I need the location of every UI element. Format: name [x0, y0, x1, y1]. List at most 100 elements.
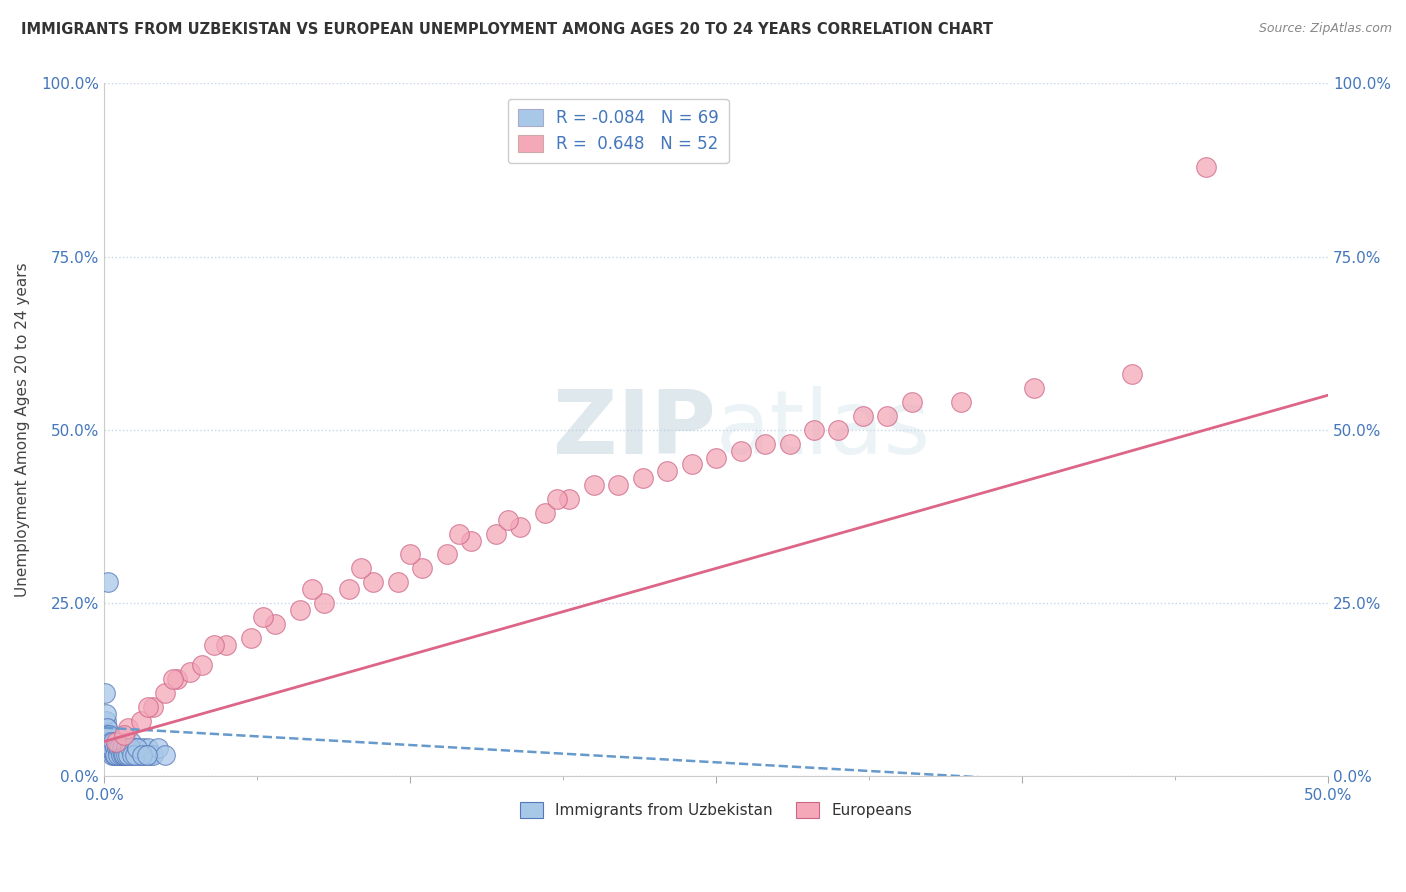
Point [105, 741, 128, 756]
Point [96, 721, 118, 735]
Point [114, 741, 136, 756]
Point [100, 734, 122, 748]
Point [112, 748, 135, 763]
Point [115, 748, 138, 763]
Point [655, 464, 678, 478]
Point [485, 526, 508, 541]
Point [1195, 160, 1218, 174]
Point [114, 741, 136, 756]
Point [103, 741, 125, 756]
Point [125, 741, 148, 756]
Legend: Immigrants from Uzbekistan, Europeans: Immigrants from Uzbekistan, Europeans [515, 796, 918, 824]
Point [117, 741, 139, 756]
Point [301, 582, 323, 596]
Point [162, 672, 184, 686]
Point [179, 665, 201, 680]
Point [411, 561, 433, 575]
Point [949, 395, 972, 409]
Point [361, 575, 384, 590]
Point [96, 721, 118, 735]
Point [876, 409, 898, 423]
Point [110, 741, 132, 756]
Point [146, 741, 169, 756]
Point [121, 748, 143, 763]
Point [103, 741, 125, 756]
Point [153, 748, 176, 763]
Point [107, 734, 129, 748]
Point [852, 409, 875, 423]
Point [97, 575, 120, 590]
Point [129, 714, 152, 728]
Point [104, 748, 127, 763]
Point [104, 734, 127, 748]
Point [100, 741, 122, 756]
Point [110, 748, 132, 763]
Point [496, 513, 519, 527]
Point [681, 458, 703, 472]
Point [607, 478, 630, 492]
Point [252, 610, 274, 624]
Point [202, 638, 225, 652]
Point [191, 658, 214, 673]
Point [101, 741, 124, 756]
Point [239, 631, 262, 645]
Point [460, 533, 482, 548]
Point [125, 741, 148, 756]
Point [103, 748, 125, 763]
Point [1024, 381, 1046, 395]
Point [98, 728, 121, 742]
Point [139, 748, 162, 763]
Point [111, 741, 134, 756]
Point [117, 721, 139, 735]
Point [129, 748, 152, 763]
Point [558, 492, 581, 507]
Point [124, 748, 146, 763]
Point [387, 575, 409, 590]
Point [135, 748, 157, 763]
Point [509, 520, 531, 534]
Point [1121, 368, 1143, 382]
Point [533, 506, 555, 520]
Point [94, 714, 117, 728]
Point [118, 741, 141, 756]
Point [120, 734, 142, 748]
Point [96, 728, 118, 742]
Point [117, 748, 139, 763]
Point [100, 734, 122, 748]
Point [108, 741, 131, 756]
Point [112, 728, 135, 742]
Text: IMMIGRANTS FROM UZBEKISTAN VS EUROPEAN UNEMPLOYMENT AMONG AGES 20 TO 24 YEARS CO: IMMIGRANTS FROM UZBEKISTAN VS EUROPEAN U… [21, 22, 993, 37]
Point [337, 582, 360, 596]
Point [112, 748, 135, 763]
Point [107, 748, 129, 763]
Point [110, 748, 132, 763]
Point [436, 548, 458, 562]
Point [97, 734, 120, 748]
Point [142, 748, 165, 763]
Point [127, 748, 149, 763]
Point [704, 450, 727, 465]
Point [115, 734, 138, 748]
Point [399, 548, 422, 562]
Point [94, 686, 117, 700]
Point [546, 492, 568, 507]
Point [166, 672, 188, 686]
Point [288, 603, 311, 617]
Text: atlas: atlas [716, 386, 931, 474]
Point [803, 423, 825, 437]
Point [94, 734, 117, 748]
Point [101, 734, 124, 748]
Point [136, 699, 159, 714]
Y-axis label: Unemployment Among Ages 20 to 24 years: Unemployment Among Ages 20 to 24 years [15, 262, 30, 597]
Text: Source: ZipAtlas.com: Source: ZipAtlas.com [1258, 22, 1392, 36]
Point [115, 748, 138, 763]
Point [98, 741, 121, 756]
Point [97, 728, 120, 742]
Point [215, 638, 238, 652]
Point [314, 596, 336, 610]
Point [101, 748, 124, 763]
Point [105, 734, 128, 748]
Text: ZIP: ZIP [554, 386, 716, 474]
Point [754, 436, 776, 450]
Point [730, 443, 752, 458]
